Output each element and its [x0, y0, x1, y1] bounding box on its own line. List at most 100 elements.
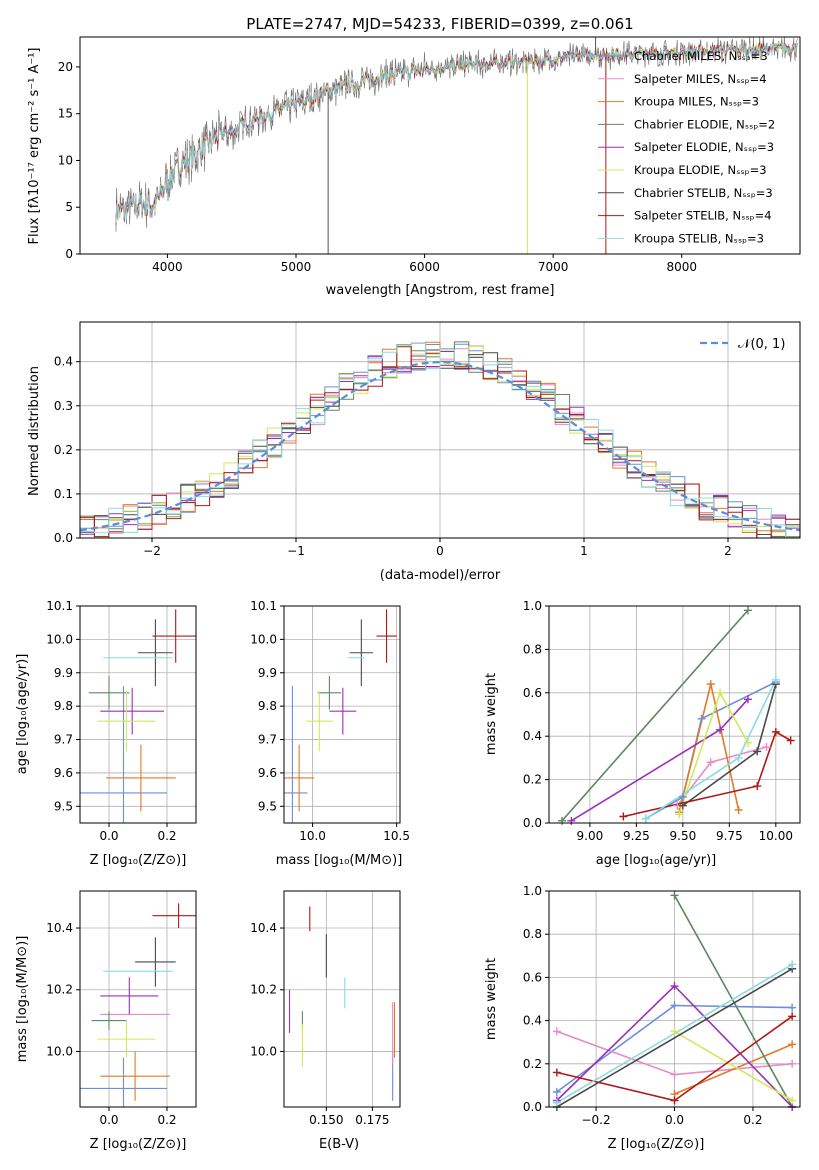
plot-frame	[283, 605, 401, 824]
y-tick-label: 0.4	[54, 355, 73, 369]
spectrum-xlabel: wavelength [Angstrom, rest frame]	[326, 283, 555, 298]
x-tick-label: 10.5	[383, 829, 410, 843]
y-tick-label: 10.2	[250, 983, 277, 997]
y-tick-label: 9.5	[54, 799, 73, 813]
plot-frame	[79, 890, 197, 1108]
weight-vs-age-ylabel: mass weight	[484, 673, 499, 755]
weight-vs-Z-xlabel: Z [log₁₀(Z/Z⊙)]	[608, 1137, 705, 1152]
weight-vs-Z-ylabel: mass weight	[484, 958, 499, 1040]
y-tick-label: 10.0	[250, 1044, 277, 1058]
weight-point-marker	[670, 1001, 679, 1010]
weight-point-marker	[788, 1059, 797, 1068]
mass-vs-Z-ylabel: mass [log₁₀(M/M⊙)]	[15, 936, 30, 1063]
weight-point-marker	[716, 725, 725, 734]
x-tick-label: 9.00	[577, 829, 604, 843]
y-tick-label: 10.0	[46, 632, 73, 646]
y-tick-label: 10.0	[46, 1044, 73, 1058]
y-tick-label: 9.8	[258, 699, 277, 713]
x-tick-label: 0.2	[743, 1113, 762, 1127]
age-vs-mass-xlabel: mass [log₁₀(M/M⊙)]	[276, 853, 403, 868]
plot-frame	[548, 890, 801, 1108]
y-tick-label: 1.0	[523, 884, 542, 898]
weight-point-marker	[619, 812, 628, 821]
plot-frame	[79, 321, 801, 539]
histogram-series	[80, 343, 800, 538]
x-tick-label: 8000	[666, 260, 697, 274]
y-tick-label: 9.8	[54, 699, 73, 713]
weight-point-marker	[678, 801, 687, 810]
plot-area	[561, 609, 792, 822]
y-tick-label: 0.3	[54, 399, 73, 413]
plot-frame	[548, 605, 801, 824]
legend-entry: Chabrier MILES, Nₛₛₚ=3	[634, 49, 768, 63]
mass-vs-EBV-panel: 0.150 0.175 10.0 10.2 10.4	[250, 890, 401, 1127]
x-tick-label: 10.0	[299, 829, 326, 843]
y-tick-label: 10.0	[250, 632, 277, 646]
y-tick-label: 5	[65, 200, 73, 214]
age-vs-Z-xlabel: Z [log₁₀(Z/Z⊙)]	[90, 853, 187, 868]
weight-vs-Z-panel: −0.2 0.0 0.2 0.0 0.2 0.4 0.6 0.8 1.0	[523, 884, 801, 1127]
x-tick-label: −0.2	[581, 1113, 610, 1127]
x-tick-label: 0.0	[99, 1113, 118, 1127]
weight-point-marker	[734, 805, 743, 814]
y-tick-label: 10.2	[46, 983, 73, 997]
mass-vs-Z-panel: 0.0 0.2 10.0 10.2 10.4	[46, 890, 197, 1127]
y-tick-label: 0.8	[523, 927, 542, 941]
y-tick-label: 0.4	[523, 1014, 542, 1028]
x-tick-label: 0.175	[355, 1113, 389, 1127]
weight-point-marker	[670, 1027, 679, 1036]
age-vs-Z-ylabel: age [log₁₀(age/yr)]	[15, 654, 30, 775]
x-tick-label: 9.75	[716, 829, 743, 843]
y-tick-label: 0.1	[54, 487, 73, 501]
weight-point-marker	[670, 982, 679, 991]
y-tick-label: 9.5	[258, 799, 277, 813]
weight-point-marker	[734, 753, 743, 762]
y-tick-label: 0.2	[523, 773, 542, 787]
legend-entry: Salpeter STELIB, Nₛₛₚ=4	[634, 209, 772, 223]
x-tick-label: 0.2	[157, 1113, 176, 1127]
y-tick-label: 0.4	[523, 729, 542, 743]
plot-area	[288, 906, 396, 1101]
y-tick-label: 9.6	[258, 766, 277, 780]
x-tick-label: 0	[436, 544, 444, 558]
y-tick-label: 0.0	[523, 1100, 542, 1114]
y-tick-label: 10	[58, 153, 73, 167]
mass-vs-Z-xlabel: Z [log₁₀(Z/Z⊙)]	[90, 1137, 187, 1152]
x-tick-label: 1	[580, 544, 588, 558]
y-tick-label: 9.6	[54, 766, 73, 780]
weight-series-line	[623, 730, 792, 818]
x-tick-label: −2	[143, 544, 161, 558]
residuals-xlabel: (data-model)/error	[380, 568, 501, 583]
spectrum-title: PLATE=2747, MJD=54233, FIBERID=0399, z=0…	[246, 15, 633, 33]
weight-point-marker	[641, 814, 650, 823]
weight-point-marker	[788, 1003, 797, 1012]
weight-point-marker	[670, 1070, 679, 1079]
y-tick-label: 10.4	[46, 921, 73, 935]
x-tick-label: 5000	[281, 260, 312, 274]
weight-point-marker	[771, 727, 780, 736]
weight-series-line	[556, 968, 793, 1107]
x-tick-label: 6000	[409, 260, 440, 274]
weight-point-marker	[552, 1027, 561, 1036]
weight-point-marker	[788, 1040, 797, 1049]
y-tick-label: 9.9	[54, 666, 73, 680]
weight-point-marker	[697, 714, 706, 723]
weight-point-marker	[706, 758, 715, 767]
plot-frame	[79, 605, 197, 824]
y-tick-label: 9.7	[258, 733, 277, 747]
x-tick-label: 2	[724, 544, 732, 558]
weight-point-marker	[743, 738, 752, 747]
weight-point-marker	[675, 810, 684, 819]
y-tick-label: 10.1	[46, 599, 73, 613]
weight-point-marker	[753, 782, 762, 791]
y-tick-label: 1.0	[523, 599, 542, 613]
weight-series-line	[673, 894, 793, 1107]
x-tick-label: 0.2	[157, 829, 176, 843]
residuals-ylabel: Normed distribution	[27, 366, 42, 496]
y-tick-label: 0.0	[523, 816, 542, 830]
y-tick-label: 9.7	[54, 733, 73, 747]
plot-area	[80, 903, 196, 1107]
plot-area	[80, 341, 800, 538]
legend-entry: Kroupa ELODIE, Nₛₛₚ=3	[634, 163, 767, 177]
weight-point-marker	[567, 816, 576, 825]
